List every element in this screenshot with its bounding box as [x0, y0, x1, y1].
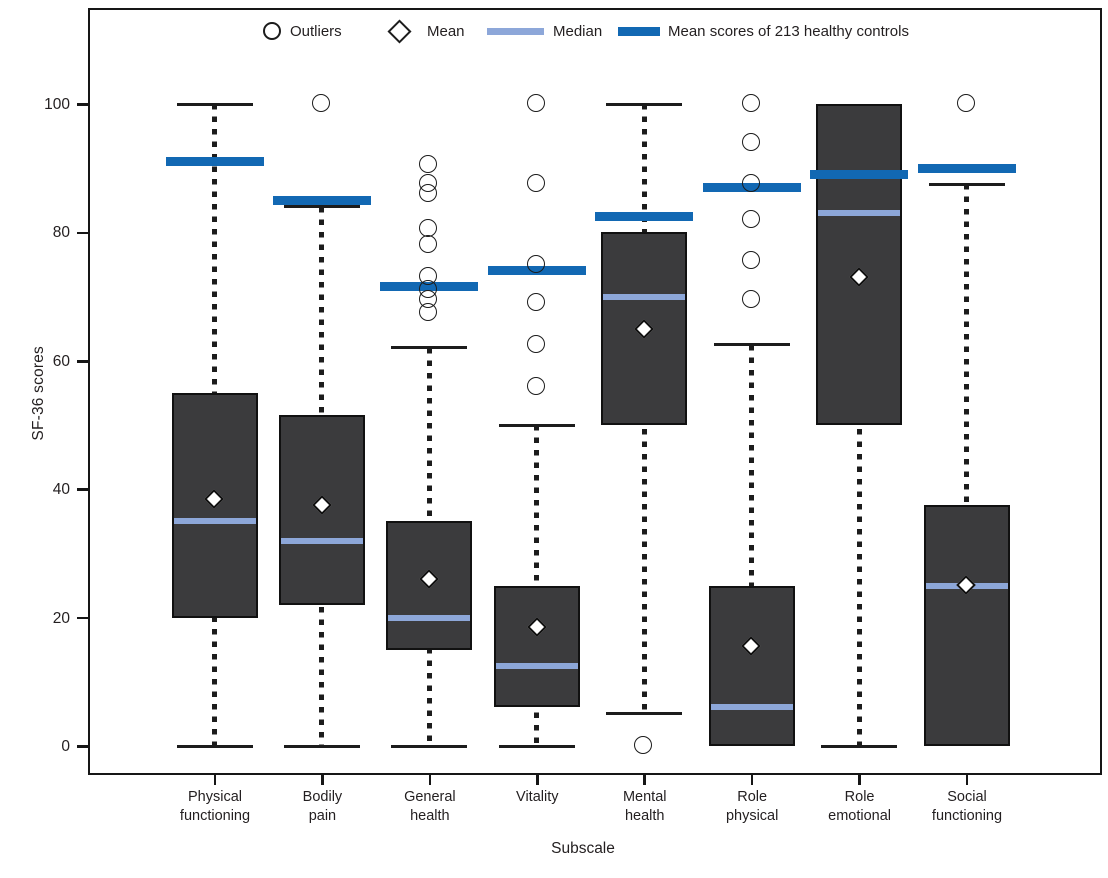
- y-tick: [76, 231, 88, 235]
- mean-diamond-icon: [387, 19, 412, 44]
- outlier-circle: [419, 235, 438, 254]
- median-line: [280, 537, 363, 544]
- whisker-cap-high: [606, 102, 683, 106]
- median-line: [818, 210, 901, 217]
- outlier-circle: [526, 254, 545, 273]
- median-line: [495, 662, 578, 669]
- legend-label-mean: Mean: [427, 23, 465, 40]
- outlier-circle: [526, 376, 545, 395]
- outlier-circle: [526, 293, 545, 312]
- outlier-circle: [419, 302, 438, 321]
- outliers-circle-icon: [263, 22, 281, 40]
- iqr-box: [708, 585, 795, 746]
- outlier-circle: [526, 334, 545, 353]
- y-tick: [76, 745, 88, 748]
- whisker-cap-high: [498, 423, 575, 427]
- x-tick: [536, 775, 539, 785]
- outlier-circle: [741, 132, 760, 151]
- x-category-label: Social functioning: [931, 789, 1003, 824]
- healthy-controls-line: [917, 163, 1016, 173]
- x-category-label: Role physical: [725, 789, 779, 824]
- x-tick: [858, 775, 861, 785]
- healthy-controls-line: [810, 170, 909, 180]
- x-category-label: Mental health: [622, 789, 667, 824]
- median-line: [710, 704, 793, 711]
- legend-label-healthy-controls: Mean scores of 213 healthy controls: [668, 23, 909, 40]
- y-tick-label: 20: [52, 609, 70, 627]
- whisker: [856, 104, 862, 746]
- outlier-circle: [741, 289, 760, 308]
- x-tick: [213, 775, 217, 785]
- y-tick-label: 100: [44, 96, 70, 113]
- median-line-icon: [487, 28, 544, 35]
- legend-label-outliers: Outliers: [290, 23, 342, 40]
- y-axis-title: SF-36 scores: [30, 346, 47, 441]
- median-line: [388, 614, 471, 621]
- outlier-circle: [526, 174, 545, 193]
- outlier-circle: [419, 183, 438, 202]
- y-tick-label: 60: [52, 352, 70, 370]
- outlier-circle: [956, 94, 975, 113]
- healthy-controls-line-icon: [618, 27, 660, 36]
- median-line: [173, 518, 256, 525]
- whisker-cap-high: [176, 102, 253, 106]
- outlier-circle: [419, 155, 438, 174]
- iqr-box: [923, 505, 1010, 746]
- y-tick: [76, 616, 88, 620]
- y-tick: [76, 360, 88, 363]
- whisker-cap-low: [606, 712, 683, 716]
- iqr-box: [493, 585, 580, 708]
- whisker-cap-high: [283, 205, 360, 209]
- outlier-circle: [741, 94, 760, 113]
- plot-area: Outliers Mean Median Mean scores of 213 …: [88, 8, 1102, 775]
- x-category-label: General health: [404, 789, 456, 824]
- outlier-circle: [741, 251, 760, 270]
- x-tick: [750, 775, 754, 785]
- outlier-circle: [526, 94, 545, 113]
- outlier-circle: [312, 94, 331, 113]
- whisker-cap-low: [176, 744, 253, 748]
- whisker-cap-low: [283, 744, 360, 748]
- whisker: [749, 344, 755, 746]
- whisker-cap-low: [821, 744, 898, 748]
- legend-label-median: Median: [553, 23, 603, 40]
- x-tick: [965, 775, 969, 785]
- outlier-circle: [634, 736, 653, 755]
- whisker-cap-low: [391, 744, 468, 748]
- y-tick-label: 80: [52, 224, 70, 242]
- healthy-controls-line: [272, 195, 371, 205]
- healthy-controls-line: [595, 211, 694, 221]
- y-tick-label: 0: [61, 738, 70, 755]
- x-tick: [321, 775, 324, 785]
- outlier-circle: [741, 209, 760, 228]
- y-tick: [76, 488, 88, 491]
- whisker-cap-high: [391, 346, 468, 350]
- outlier-circle: [741, 174, 760, 193]
- x-tick: [428, 775, 432, 785]
- y-tick-label: 40: [52, 481, 70, 499]
- whisker-cap-high: [713, 343, 790, 347]
- x-tick: [643, 775, 646, 785]
- x-category-label: Role emotional: [828, 789, 892, 824]
- x-category-label: Physical functioning: [179, 789, 251, 824]
- x-category-label: Bodily pain: [302, 789, 343, 824]
- whisker-cap-low: [498, 744, 575, 748]
- median-line: [603, 293, 686, 300]
- whisker: [964, 184, 969, 746]
- x-category-label: Vitality: [516, 789, 559, 805]
- y-tick: [76, 103, 88, 106]
- x-axis-title: Subscale: [551, 840, 615, 857]
- iqr-box: [816, 104, 903, 425]
- healthy-controls-line: [165, 157, 264, 167]
- whisker-cap-high: [928, 182, 1005, 186]
